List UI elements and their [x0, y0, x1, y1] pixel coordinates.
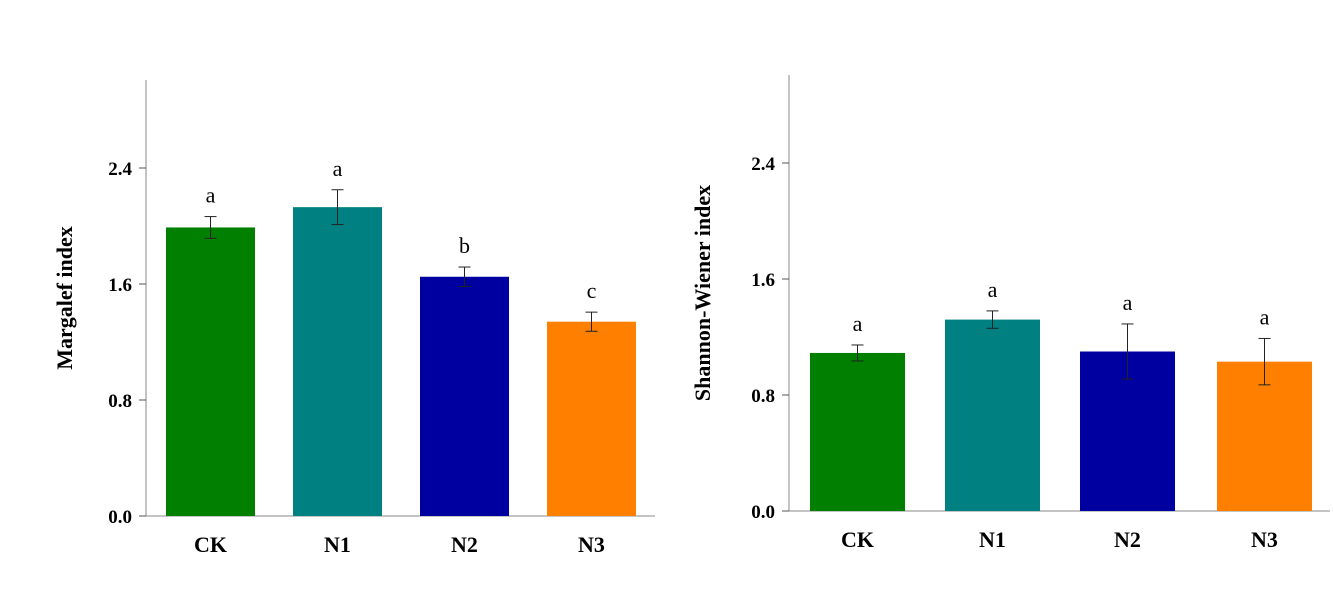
chart2-significance-label: a	[1260, 304, 1270, 329]
chart1-x-tick-label: CK	[194, 532, 227, 557]
chart1-bar-n3	[547, 321, 636, 516]
chart2-y-tick-label: 2.4	[751, 154, 775, 175]
chart2-x-tick-label: N2	[1114, 527, 1141, 552]
chart1-y-tick-label: 0.0	[108, 507, 132, 528]
chart1-x-tick-label: N1	[324, 532, 351, 557]
chart1-bar-n2	[420, 276, 509, 516]
chart1-x-tick-label: N2	[451, 532, 478, 557]
chart2-significance-label: a	[988, 277, 998, 302]
chart2-bar-ck	[810, 352, 905, 511]
chart2-y-axis-label: Shannon-Wiener index	[690, 185, 715, 401]
chart1-bar-ck	[166, 227, 255, 516]
chart1-bar-n1	[293, 207, 382, 516]
chart2-bar-n1	[945, 319, 1040, 511]
chart2-x-tick-label: N3	[1251, 527, 1278, 552]
chart2-significance-label: a	[853, 311, 863, 336]
chart2-x-tick-label: CK	[841, 527, 874, 552]
chart2-y-tick-label: 1.6	[751, 270, 775, 291]
chart1-significance-label: a	[206, 183, 216, 208]
chart1-significance-label: b	[459, 233, 470, 258]
chart1-y-tick-label: 0.8	[108, 391, 132, 412]
chart1-y-tick-label: 2.4	[108, 159, 132, 180]
chart1-y-tick-label: 1.6	[108, 275, 132, 296]
chart2-bar-n3	[1217, 361, 1312, 511]
chart2-x-tick-label: N1	[979, 527, 1006, 552]
chart1-significance-label: a	[333, 156, 343, 181]
chart2-significance-label: a	[1123, 290, 1133, 315]
chart1-y-axis-label: Margalef index	[52, 226, 77, 370]
chart2-y-tick-label: 0.8	[751, 386, 775, 407]
chart1-significance-label: c	[587, 278, 597, 303]
chart1-x-tick-label: N3	[578, 532, 605, 557]
chart2-y-tick-label: 0.0	[751, 502, 775, 523]
